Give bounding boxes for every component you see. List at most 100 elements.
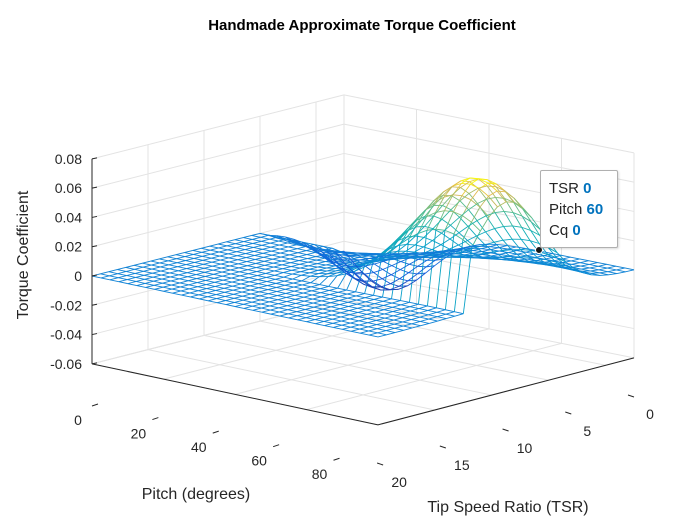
surface-line xyxy=(207,294,217,298)
surface-line xyxy=(441,232,451,240)
surface-line xyxy=(581,267,590,270)
surface-line xyxy=(225,295,235,299)
surface-line xyxy=(400,257,411,262)
surface-line xyxy=(384,313,394,317)
surface-line xyxy=(253,244,262,248)
surface-line xyxy=(198,292,208,296)
surface-line xyxy=(208,300,218,304)
surface-line xyxy=(321,294,330,298)
surface-line xyxy=(198,290,208,294)
surface-line xyxy=(365,303,375,307)
surface-line xyxy=(194,261,204,265)
surface-line xyxy=(337,273,347,289)
surface-line xyxy=(144,278,154,282)
surface-line xyxy=(154,288,164,292)
surface-line xyxy=(468,209,478,221)
surface-line xyxy=(222,277,232,281)
surface-line xyxy=(389,240,399,250)
surface-line xyxy=(231,281,242,285)
surface-line xyxy=(458,240,468,246)
surface-line xyxy=(227,247,237,251)
datatip-row-tsr: TSR 0 xyxy=(549,178,609,199)
surface-line xyxy=(228,255,238,259)
surface-line xyxy=(407,273,418,282)
surface-line xyxy=(201,247,211,251)
surface-line xyxy=(250,293,261,297)
surface-line xyxy=(299,263,309,267)
surface-line xyxy=(304,302,314,306)
surface-line xyxy=(170,278,180,282)
surface-line xyxy=(225,297,235,301)
surface-line xyxy=(451,187,461,196)
surface-line xyxy=(356,258,366,261)
surface-line xyxy=(237,259,247,263)
surface-line xyxy=(250,291,260,295)
surface-line xyxy=(504,197,514,203)
surface-line xyxy=(498,244,508,247)
surface-line xyxy=(368,334,379,338)
surface-line xyxy=(444,210,454,213)
surface-line xyxy=(498,247,508,250)
surface-line xyxy=(294,294,304,298)
surface-line xyxy=(196,274,206,277)
surface-line xyxy=(477,185,488,189)
surface-line xyxy=(279,315,289,319)
datatip-marker[interactable] xyxy=(535,246,543,254)
y-tick xyxy=(152,417,159,421)
surface-line xyxy=(356,265,366,268)
surface-line xyxy=(309,269,319,274)
surface-line xyxy=(482,254,492,257)
surface-line xyxy=(310,273,319,277)
surface-line xyxy=(347,295,357,299)
surface-line xyxy=(234,303,244,307)
surface-line xyxy=(307,256,316,259)
surface-line xyxy=(522,208,532,218)
surface-line xyxy=(267,285,277,288)
surface-line xyxy=(292,278,302,282)
surface-line xyxy=(127,279,137,282)
surface-line xyxy=(503,211,513,227)
surface-line xyxy=(252,309,262,313)
surface-line xyxy=(499,250,509,253)
surface-mesh[interactable] xyxy=(91,177,635,338)
surface-line xyxy=(471,230,481,248)
surface-line xyxy=(305,317,316,320)
surface-line xyxy=(338,263,348,267)
surface-line xyxy=(153,282,163,286)
datatip-box[interactable]: TSR 0 Pitch 60 Cq 0 xyxy=(540,170,618,248)
surface-line xyxy=(336,265,347,274)
surface-line xyxy=(436,250,446,253)
z-tick xyxy=(91,274,98,277)
surface-line xyxy=(161,278,171,282)
surface-line xyxy=(221,269,231,273)
surface-line xyxy=(441,209,452,220)
surface-line xyxy=(304,300,314,304)
surface-line xyxy=(356,303,367,307)
surface-line xyxy=(308,265,318,268)
surface-line xyxy=(316,261,326,265)
z-tick xyxy=(91,157,98,160)
surface-line xyxy=(348,306,358,309)
surface-line xyxy=(249,281,259,285)
surface-line xyxy=(372,278,383,282)
surface-line xyxy=(243,235,252,239)
surface-line xyxy=(394,323,404,327)
z-tick-label: -0.04 xyxy=(50,327,82,343)
surface-line xyxy=(235,243,245,247)
surface-line xyxy=(397,244,407,252)
surface-line xyxy=(571,263,581,267)
surface-line xyxy=(355,273,365,282)
surface-line xyxy=(419,316,429,320)
surface-line xyxy=(299,261,309,265)
x-tick xyxy=(439,445,446,449)
surface-line xyxy=(262,246,271,250)
surface-line xyxy=(598,267,608,271)
surface-line xyxy=(196,271,205,275)
surface-line xyxy=(243,301,253,305)
surface-line xyxy=(493,241,503,251)
surface-line xyxy=(238,261,247,265)
surface-line xyxy=(162,282,172,286)
surface-line xyxy=(381,278,391,285)
surface-line xyxy=(310,282,320,286)
